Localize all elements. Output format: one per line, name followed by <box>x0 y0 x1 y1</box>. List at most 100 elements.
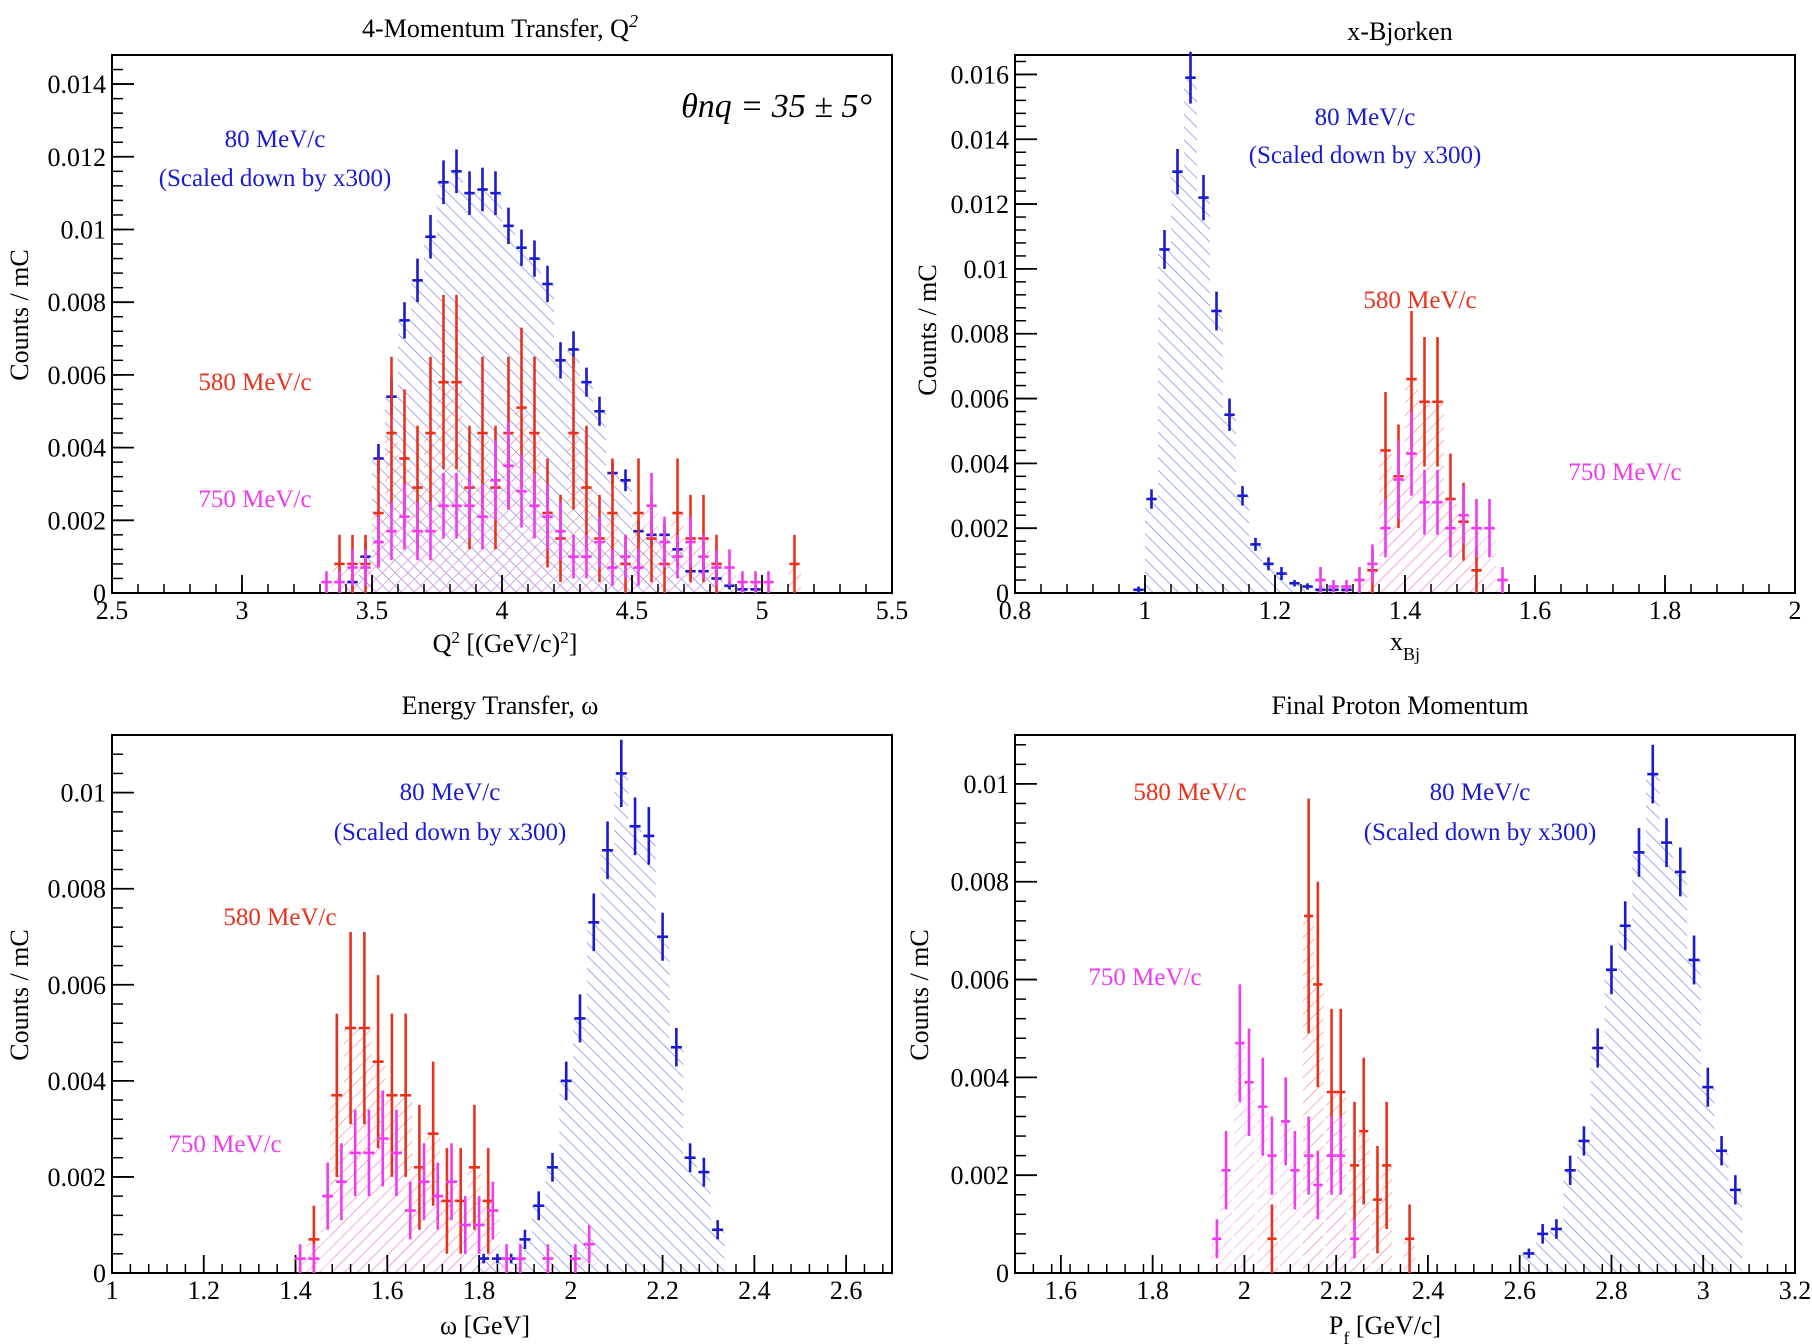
hist-fill-80 <box>1522 774 1743 1273</box>
y-tick-label: 0.004 <box>951 1063 1010 1092</box>
x-tick-label: 5 <box>756 596 769 625</box>
x-tick-label: 2.8 <box>1595 1276 1628 1305</box>
label-580: 580 MeV/c <box>198 369 311 396</box>
panel-omega: Energy Transfer, ω 1 1.2 1.4 1.6 1.8 2 2.2 2.4 2… <box>5 691 893 1340</box>
y-tick-label: 0.006 <box>951 966 1010 995</box>
panel-q2-theta-annotation: θnq = 35 ± 5° <box>681 88 872 125</box>
label-80-line2: (Scaled down by x300) <box>1364 819 1597 846</box>
y-tick-label: 0 <box>996 579 1009 608</box>
hist-fill-750 <box>1314 453 1509 593</box>
y-tick-label: 0.014 <box>48 70 107 99</box>
x-tick-label: 5.5 <box>876 596 909 625</box>
y-tick-label: 0.002 <box>951 1161 1010 1190</box>
x-tick-label: 1.4 <box>279 1276 312 1305</box>
y-tick-label: 0.008 <box>951 868 1010 897</box>
x-tick-label: 1.8 <box>1649 596 1682 625</box>
y-tick-label: 0.016 <box>951 60 1010 89</box>
y-tick-label: 0.004 <box>48 1067 107 1096</box>
label-80-line1: 80 MeV/c <box>1430 779 1531 806</box>
panel-omega-xlabel: ω [GeV] <box>440 1311 530 1340</box>
plot-frame <box>111 734 893 1274</box>
y-tick-label: 0.008 <box>48 875 107 904</box>
y-tick-label: 0 <box>93 579 106 608</box>
y-tick-label: 0.006 <box>951 385 1010 414</box>
panel-q2: 4-Momentum Transfer, Q2 2.5 3 3.5 4 4.5 5 5.5 0… <box>5 11 908 658</box>
panel-xbj-title: x-Bjorken <box>1347 17 1452 46</box>
panel-pf: Final Proton Momentum 1.6 1.8 2 2.2 2.4 2.6 2.… <box>905 691 1811 1344</box>
panel-pf-title: Final Proton Momentum <box>1271 691 1528 720</box>
label-750: 750 MeV/c <box>1568 459 1681 486</box>
x-tick-label: 4 <box>496 596 509 625</box>
x-tick-label: 2 <box>564 1276 577 1305</box>
hist-fill-80 <box>476 773 725 1273</box>
label-80-line1: 80 MeV/c <box>400 779 501 806</box>
x-tick-label: 1 <box>1139 596 1152 625</box>
hist-fill-80 <box>1132 77 1353 593</box>
label-750: 750 MeV/c <box>168 1131 281 1158</box>
y-tick-label: 0.004 <box>48 434 107 463</box>
y-tick-label: 0.008 <box>951 320 1010 349</box>
x-tick-label: 1.2 <box>1259 596 1292 625</box>
panel-q2-plot: 2.5 3 3.5 4 4.5 5 5.5 0 0.002 0.004 0.006 0.008 0.01… <box>48 54 909 625</box>
label-80-line2: (Scaled down by x300) <box>159 165 392 192</box>
y-tick-label: 0.006 <box>48 361 107 390</box>
panel-pf-series-labels: 580 MeV/c 80 MeV/c (Scaled down by x300)… <box>1088 779 1596 991</box>
y-tick-label: 0 <box>996 1259 1009 1288</box>
x-tick-label: 2.2 <box>646 1276 679 1305</box>
x-tick-label: 3.2 <box>1779 1276 1812 1305</box>
label-580: 580 MeV/c <box>1133 779 1246 806</box>
panel-omega-series-labels: 80 MeV/c (Scaled down by x300) 580 MeV/c… <box>168 779 566 1158</box>
x-tick-label: 2.5 <box>96 596 129 625</box>
x-tick-label: 2.4 <box>738 1276 771 1305</box>
y-tick-label: 0.008 <box>48 288 107 317</box>
y-tick-label: 0.01 <box>61 779 107 808</box>
y-tick-label: 0.002 <box>48 1163 107 1192</box>
panel-q2-title-sup: 2 <box>629 11 638 31</box>
label-80-line1: 80 MeV/c <box>225 126 326 153</box>
panel-xbj-plot: 0.8 1 1.2 1.4 1.6 1.8 2 0 0.002 0.004 0.006 0.008 0.… <box>951 51 1802 625</box>
label-750: 750 MeV/c <box>1088 964 1201 991</box>
x-tick-label: 3 <box>1697 1276 1710 1305</box>
plot-frame <box>1014 734 1796 1274</box>
x-tick-label: 2 <box>1789 596 1802 625</box>
series-750-points <box>1315 411 1508 593</box>
x-tick-label: 2.6 <box>830 1276 863 1305</box>
panel-pf-ylabel: Counts / mC <box>905 929 934 1060</box>
series-80-points <box>1523 744 1741 1259</box>
x-tick-label: 1.4 <box>1389 596 1422 625</box>
y-tick-label: 0.01 <box>61 215 107 244</box>
x-tick-label: 3 <box>236 596 249 625</box>
x-tick-label: 4.5 <box>616 596 649 625</box>
panel-xbj-ylabel: Counts / mC <box>913 264 942 395</box>
x-tick-label: 1.6 <box>371 1276 404 1305</box>
x-tick-label: 1.8 <box>463 1276 496 1305</box>
panel-q2-ylabel: Counts / mC <box>5 249 34 380</box>
y-tick-label: 0.01 <box>964 770 1010 799</box>
panel-omega-title: Energy Transfer, ω <box>402 691 599 720</box>
panel-q2-series-labels: 80 MeV/c (Scaled down by x300) 580 MeV/c… <box>159 126 392 513</box>
y-tick-label: 0.012 <box>951 190 1010 219</box>
x-tick-label: 1.2 <box>188 1276 221 1305</box>
label-750: 750 MeV/c <box>198 486 311 513</box>
panel-q2-xlabel: Q2 [(GeV/c)2] <box>433 628 578 659</box>
y-tick-label: 0.01 <box>964 255 1010 284</box>
x-tick-label: 2.6 <box>1503 1276 1536 1305</box>
x-tick-label: 1 <box>106 1276 119 1305</box>
y-tick-label: 0.002 <box>951 514 1010 543</box>
series-750-points <box>321 422 774 593</box>
x-tick-label: 2.4 <box>1412 1276 1445 1305</box>
label-80-line2: (Scaled down by x300) <box>1249 142 1482 169</box>
panel-q2-title: 4-Momentum Transfer, Q2 <box>362 11 638 43</box>
label-580: 580 MeV/c <box>223 904 336 931</box>
panel-pf-xlabel: Pf [GeV/c] <box>1329 1311 1441 1344</box>
series-580-points <box>308 931 494 1273</box>
series-750-points <box>1212 984 1360 1259</box>
x-tick-label: 2 <box>1238 1276 1251 1305</box>
x-tick-label: 0.8 <box>999 596 1032 625</box>
panel-pf-plot: 1.6 1.8 2 2.2 2.4 2.6 2.8 3 3.2 0 0.002 0.004 0.006 0… <box>951 734 1812 1305</box>
panel-omega-plot: 1 1.2 1.4 1.6 1.8 2 2.2 2.4 2.6 0 0.002 0.004 0.006 0… <box>48 734 893 1305</box>
x-tick-label: 1.8 <box>1136 1276 1169 1305</box>
y-tick-label: 0.014 <box>951 125 1010 154</box>
label-80-line2: (Scaled down by x300) <box>334 819 567 846</box>
